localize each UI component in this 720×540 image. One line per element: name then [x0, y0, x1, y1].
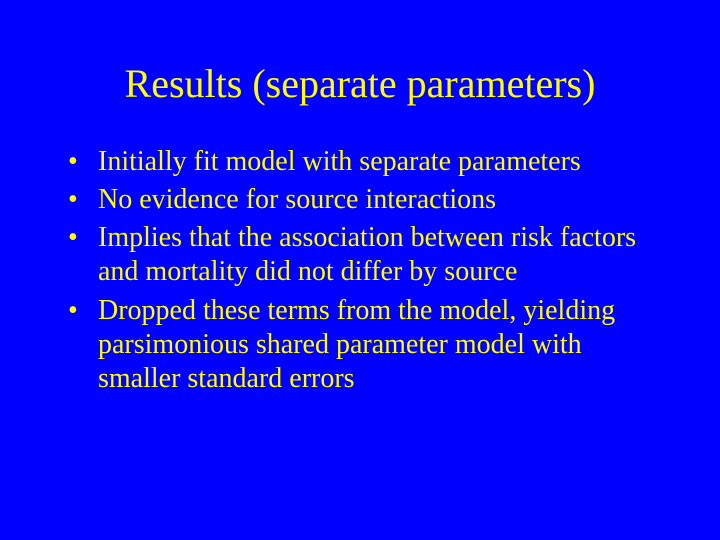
list-item: No evidence for source interactions: [68, 183, 670, 217]
slide-title: Results (separate parameters): [50, 60, 670, 107]
list-item: Dropped these terms from the model, yiel…: [68, 294, 670, 396]
bullet-list: Initially fit model with separate parame…: [50, 145, 670, 396]
slide: Results (separate parameters) Initially …: [0, 0, 720, 540]
list-item: Implies that the association between ris…: [68, 221, 670, 289]
list-item: Initially fit model with separate parame…: [68, 145, 670, 179]
